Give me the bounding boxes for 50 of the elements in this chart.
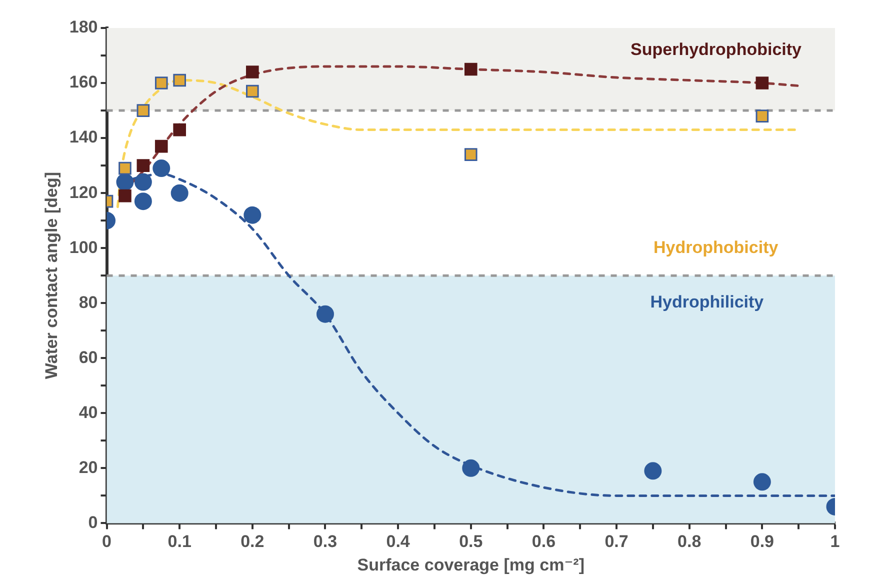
- annotation: Hydrophobicity: [654, 238, 779, 258]
- point: [134, 192, 152, 210]
- point: [246, 84, 259, 98]
- y-tick-label: 180: [69, 18, 98, 37]
- point: [173, 123, 186, 136]
- x-axis-title: Surface coverage [mg cm⁻²]: [357, 555, 584, 574]
- y-tick-label: 40: [78, 402, 98, 422]
- point: [464, 62, 478, 76]
- y-tick-label: 120: [69, 182, 98, 202]
- y-tick-label: 80: [78, 292, 98, 312]
- x-tick-label: 0.9: [750, 532, 774, 552]
- y-tick-label: 100: [69, 238, 98, 257]
- point: [154, 140, 168, 153]
- point: [134, 173, 152, 191]
- point: [154, 76, 168, 90]
- x-tick-label: 0: [102, 532, 112, 552]
- point: [316, 305, 334, 323]
- x-tick-label: 1: [830, 532, 840, 552]
- point: [644, 462, 662, 480]
- x-tick-label: 0.4: [386, 532, 410, 552]
- y-tick-label: 140: [69, 128, 98, 147]
- x-tick-label: 0.6: [532, 532, 556, 552]
- x-tick-label: 0.8: [678, 532, 702, 552]
- x-tick-label: 0.7: [604, 532, 628, 552]
- y-axis-title: Water contact angle [deg]: [42, 172, 61, 380]
- point: [756, 110, 769, 122]
- x-tick-label: 0.1: [168, 532, 192, 552]
- y-tick-label: 0: [88, 512, 98, 532]
- point: [173, 74, 186, 87]
- point: [244, 206, 262, 224]
- point: [462, 459, 480, 477]
- x-tick-label: 0.3: [313, 532, 338, 552]
- point: [756, 76, 769, 90]
- point: [118, 189, 132, 202]
- point: [753, 473, 771, 491]
- point: [170, 184, 188, 202]
- annotation: Superhydrophobicity: [630, 40, 802, 59]
- y-tick-label: 60: [78, 348, 98, 367]
- point: [246, 66, 259, 78]
- point: [152, 160, 170, 178]
- x-tick-label: 0.2: [240, 532, 264, 552]
- point: [116, 173, 134, 191]
- y-tick-label: 160: [69, 72, 98, 92]
- point: [464, 148, 478, 161]
- annotation: Hydrophilicity: [650, 292, 764, 312]
- y-tick-label: 20: [78, 458, 98, 477]
- x-tick-label: 0.5: [459, 532, 483, 552]
- point: [136, 104, 150, 117]
- point: [136, 159, 150, 172]
- point: [118, 162, 132, 175]
